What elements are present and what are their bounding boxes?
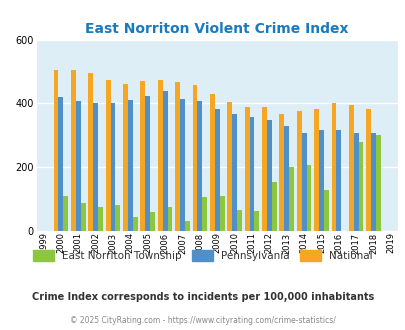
Bar bbox=[323, 189, 328, 231]
Bar bbox=[279, 114, 284, 231]
Bar bbox=[249, 117, 254, 231]
Bar bbox=[53, 70, 58, 231]
Text: Crime Index corresponds to incidents per 100,000 inhabitants: Crime Index corresponds to incidents per… bbox=[32, 292, 373, 302]
Text: © 2025 CityRating.com - https://www.cityrating.com/crime-statistics/: © 2025 CityRating.com - https://www.city… bbox=[70, 315, 335, 325]
Bar bbox=[110, 103, 115, 231]
Bar bbox=[150, 212, 155, 231]
Bar bbox=[76, 101, 81, 231]
Bar bbox=[58, 97, 63, 231]
Bar bbox=[296, 111, 301, 231]
Bar bbox=[184, 221, 189, 231]
Bar bbox=[284, 126, 288, 231]
Bar bbox=[227, 102, 232, 231]
Bar bbox=[266, 120, 271, 231]
Bar bbox=[348, 105, 353, 231]
Bar bbox=[132, 216, 137, 231]
Bar bbox=[162, 91, 167, 231]
Bar bbox=[115, 205, 120, 231]
Bar bbox=[254, 211, 259, 231]
Bar bbox=[209, 94, 214, 231]
Bar bbox=[318, 130, 323, 231]
Bar bbox=[353, 133, 358, 231]
Bar bbox=[175, 82, 179, 231]
Bar bbox=[81, 203, 85, 231]
Bar bbox=[237, 210, 241, 231]
Bar bbox=[123, 83, 128, 231]
Bar bbox=[358, 142, 362, 231]
Bar bbox=[71, 70, 76, 231]
Bar bbox=[261, 107, 266, 231]
Bar bbox=[336, 130, 341, 231]
Bar bbox=[105, 80, 110, 231]
Bar bbox=[128, 100, 132, 231]
Bar bbox=[214, 109, 219, 231]
Bar bbox=[167, 207, 172, 231]
Bar bbox=[370, 133, 375, 231]
Bar bbox=[232, 114, 237, 231]
Bar bbox=[158, 80, 162, 231]
Bar bbox=[365, 109, 370, 231]
Bar bbox=[306, 165, 311, 231]
Bar bbox=[288, 167, 293, 231]
Bar bbox=[192, 85, 197, 231]
Bar bbox=[93, 103, 98, 231]
Bar bbox=[197, 101, 202, 231]
Legend: East Norriton Township, Pennsylvania, National: East Norriton Township, Pennsylvania, Na… bbox=[29, 246, 376, 265]
Bar bbox=[63, 196, 68, 231]
Bar bbox=[88, 73, 93, 231]
Bar bbox=[331, 103, 336, 231]
Bar bbox=[301, 133, 306, 231]
Bar bbox=[140, 82, 145, 231]
Bar bbox=[179, 99, 184, 231]
Bar bbox=[244, 107, 249, 231]
Bar bbox=[375, 135, 380, 231]
Bar bbox=[202, 197, 207, 231]
Bar bbox=[271, 182, 276, 231]
Bar bbox=[219, 196, 224, 231]
Bar bbox=[98, 207, 102, 231]
Title: East Norriton Violent Crime Index: East Norriton Violent Crime Index bbox=[85, 22, 348, 36]
Bar bbox=[145, 96, 150, 231]
Bar bbox=[313, 109, 318, 231]
